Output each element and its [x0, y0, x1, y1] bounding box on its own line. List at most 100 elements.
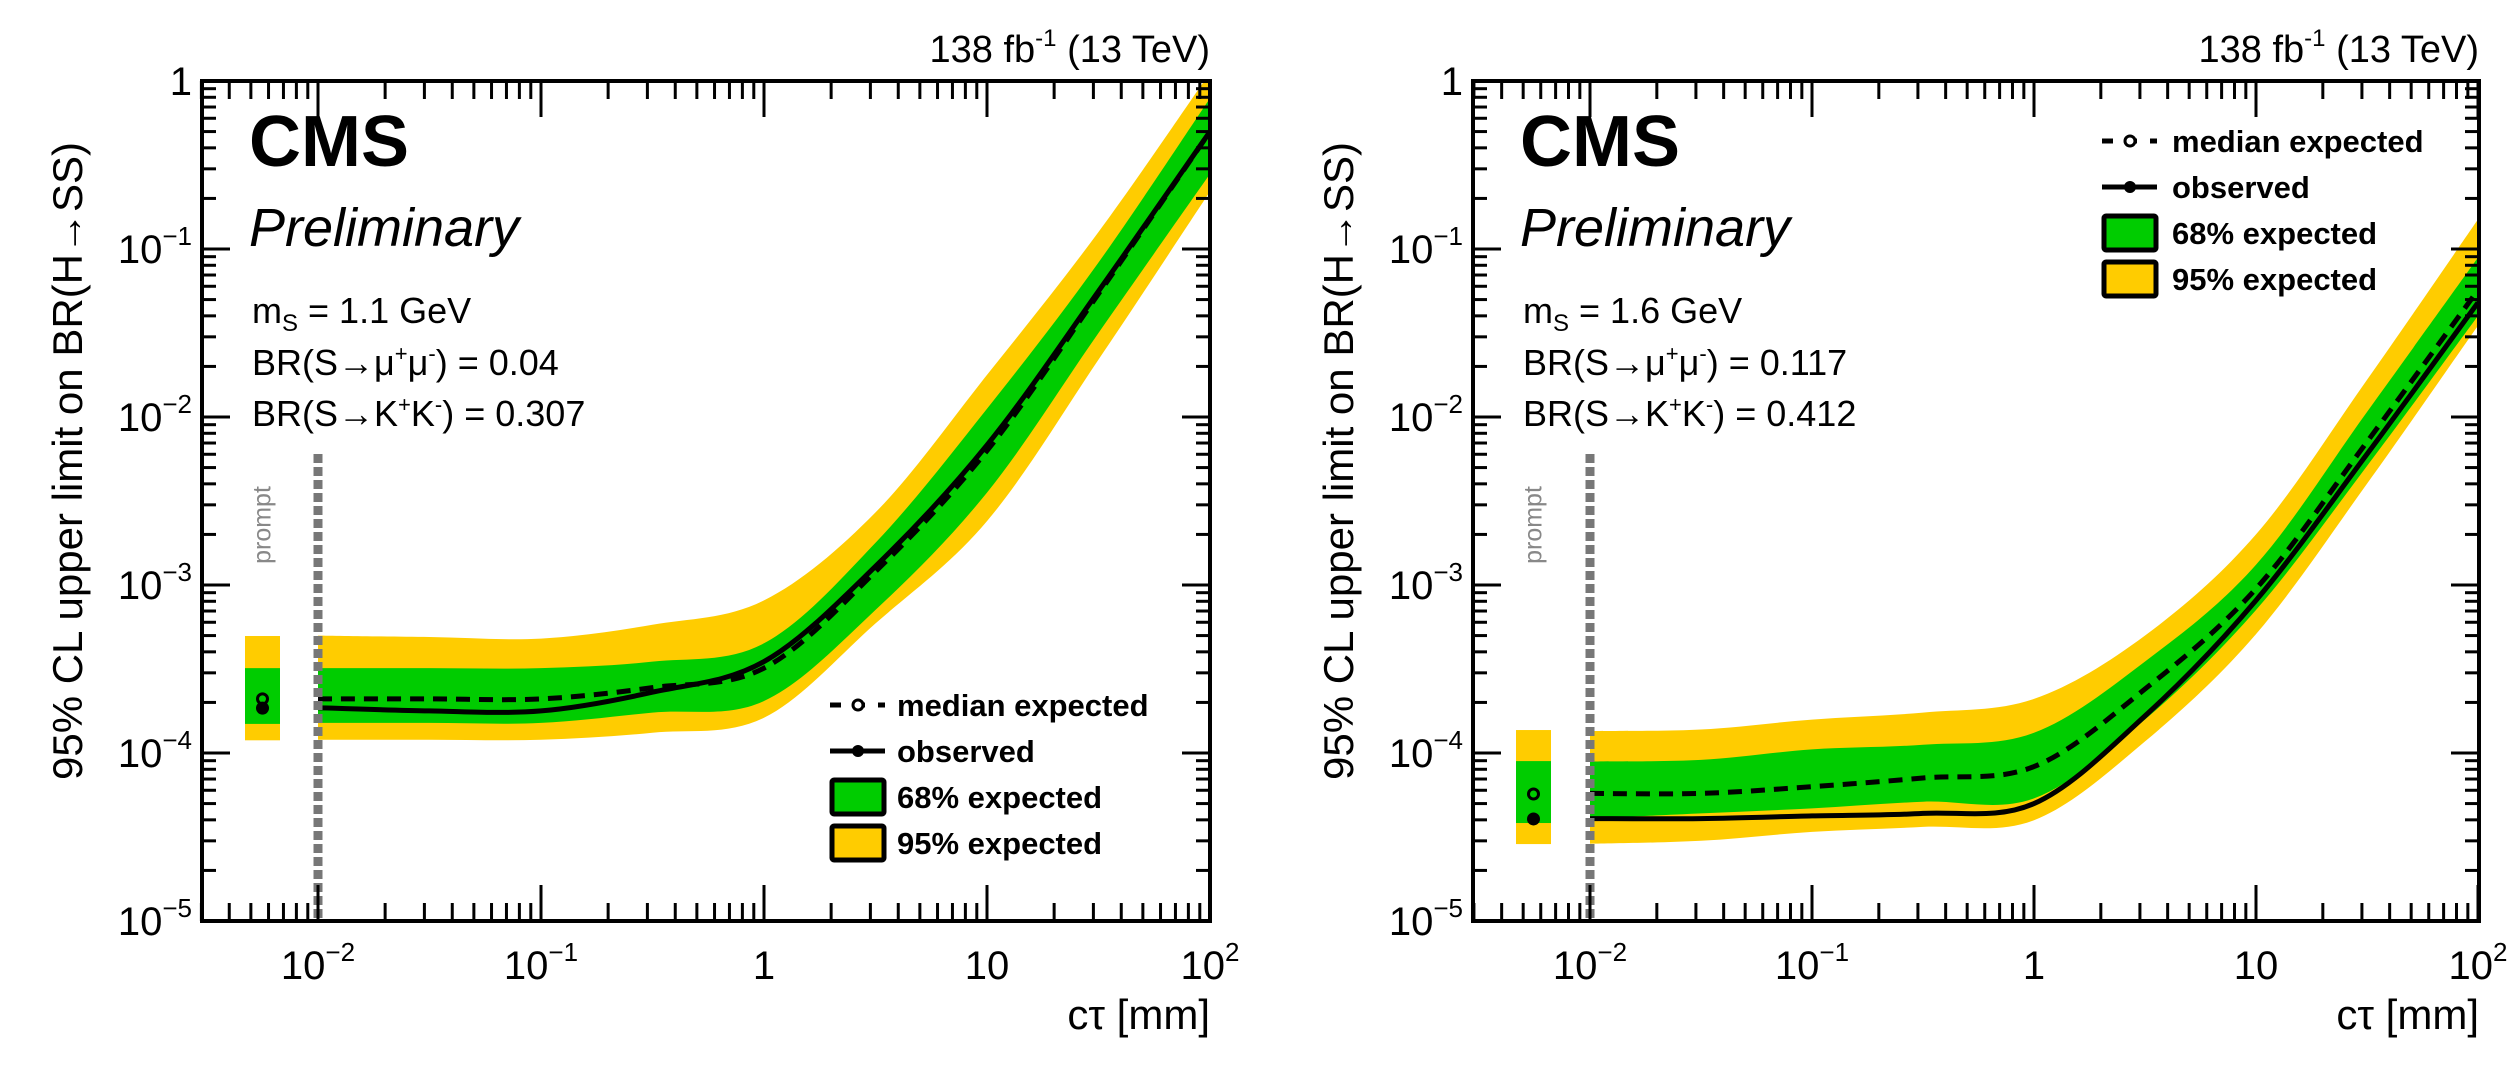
legend-label: 68% expected	[2172, 216, 2377, 251]
prompt-band-68	[245, 668, 280, 724]
y-tick-exponent: −4	[1433, 725, 1463, 755]
mass-symbol: m	[1523, 290, 1553, 331]
plot-frame	[200, 79, 1212, 923]
prompt-observed-marker	[1527, 812, 1540, 826]
y-tick-base: 10	[118, 732, 163, 776]
plot-frame	[1471, 79, 2481, 923]
band-68-expected	[1590, 257, 2478, 819]
legend-item-observed: observed	[2102, 170, 2310, 205]
x-tick-label: 1	[2023, 944, 2045, 988]
legend-open-circle-icon	[2123, 134, 2137, 148]
x-tick-label: 10−2	[281, 937, 355, 988]
y-tick-label: 10−3	[118, 557, 192, 608]
x-axis-title: cτ [mm]	[2336, 991, 2479, 1038]
prompt-label: prompt	[249, 486, 277, 564]
lumi-energy: (13 TeV)	[1057, 29, 1210, 71]
x-tick-base: 10	[1775, 944, 1820, 988]
y-tick-base: 10	[1389, 228, 1434, 272]
charge-superscript: -	[428, 341, 435, 366]
legend: median expected observed 68% expected 95% e…	[2101, 124, 2424, 299]
x-tick-exponent: −1	[1819, 937, 1849, 967]
charge-superscript: +	[398, 392, 411, 417]
x-tick-label: 10	[965, 944, 1010, 988]
charge-superscript: -	[1706, 392, 1713, 417]
x-tick-exponent: −2	[325, 937, 355, 967]
y-tick-label: 10−1	[118, 221, 192, 272]
lumi-value: 138 fb	[2199, 29, 2305, 71]
y-tick-label: 10−5	[118, 893, 192, 944]
legend-item-95-expected: 95% expected	[2101, 259, 2377, 299]
legend-label: median expected	[897, 688, 1149, 723]
legend-item-95-expected: 95% expected	[829, 823, 1102, 863]
cms-logo-text: CMS	[249, 102, 409, 182]
x-tick-label: 10−2	[1553, 937, 1627, 988]
x-tick-base: 1	[753, 944, 775, 988]
br-mumu-annotation: BR(S→μ+μ-) = 0.117	[1523, 341, 1847, 383]
luminosity-label: 138 fb-1 (13 TeV)	[930, 25, 1210, 71]
y-tick-base: 10	[118, 396, 163, 440]
lumi-energy: (13 TeV)	[2326, 29, 2479, 71]
legend-item-median-expected: median expected	[830, 688, 1149, 723]
y-tick-base: 1	[170, 60, 192, 104]
plot-area	[1589, 219, 2479, 844]
y-tick-base: 10	[118, 228, 163, 272]
y-tick-base: 10	[118, 564, 163, 608]
legend-green-swatch-icon	[2101, 213, 2159, 253]
y-axis-title: 95% CL upper limit on BR(H→SS)	[44, 142, 91, 780]
mass-annotation: mS = 1.1 GeV	[252, 290, 471, 337]
y-tick-label: 10−2	[1389, 389, 1463, 440]
y-tick-exponent: −4	[162, 725, 192, 755]
y-tick-exponent: −5	[162, 893, 192, 923]
prompt-median-marker	[1527, 787, 1540, 801]
mass-value: = 1.6 GeV	[1569, 290, 1742, 331]
y-tick-label: 10−3	[1389, 557, 1463, 608]
x-axis-title: cτ [mm]	[1067, 991, 1210, 1038]
cms-logo-text: CMS	[1520, 102, 1680, 182]
y-tick-label: 10−4	[1389, 725, 1463, 776]
legend-filled-circle-icon	[852, 745, 864, 757]
y-tick-exponent: −1	[162, 221, 192, 251]
legend-open-circle-icon	[851, 698, 865, 712]
y-tick-base: 10	[1389, 396, 1434, 440]
y-tick-exponent: −5	[1433, 893, 1463, 923]
charge-superscript: +	[395, 341, 408, 366]
y-tick-exponent: −3	[162, 557, 192, 587]
x-tick-base: 10	[1553, 944, 1598, 988]
lumi-exponent: -1	[2304, 25, 2325, 52]
x-tick-exponent: 2	[2493, 937, 2507, 967]
x-tick-base: 10	[2234, 944, 2279, 988]
legend-item-68-expected: 68% expected	[829, 777, 1102, 817]
lumi-exponent: -1	[1035, 25, 1056, 52]
x-tick-exponent: −2	[1597, 937, 1627, 967]
y-tick-label: 10−5	[1389, 893, 1463, 944]
br-text: μ	[1679, 342, 1700, 383]
legend-label: observed	[2172, 170, 2310, 205]
prompt-label: prompt	[1520, 486, 1548, 564]
y-tick-exponent: −3	[1433, 557, 1463, 587]
x-tick-base: 10	[504, 944, 549, 988]
legend-filled-circle-icon	[2124, 181, 2136, 193]
x-tick-label: 10−1	[504, 937, 578, 988]
y-tick-base: 10	[1389, 900, 1434, 944]
y-tick-base: 1	[1441, 60, 1463, 104]
br-value: ) = 0.117	[1707, 342, 1847, 383]
br-text: BR(S→K	[252, 393, 398, 434]
plot-area	[317, 81, 1210, 741]
legend-yellow-swatch-icon	[2101, 259, 2159, 299]
legend-label: observed	[897, 734, 1035, 769]
mass-annotation: mS = 1.6 GeV	[1523, 290, 1742, 337]
luminosity-label: 138 fb-1 (13 TeV)	[2199, 25, 2479, 71]
br-text: BR(S→μ	[252, 342, 395, 383]
y-tick-exponent: −2	[162, 389, 192, 419]
mass-subscript: S	[1553, 310, 1569, 337]
legend-item-observed: observed	[830, 734, 1035, 769]
mass-value: = 1.1 GeV	[298, 290, 471, 331]
x-tick-exponent: −1	[548, 937, 578, 967]
br-text: μ	[408, 342, 429, 383]
charge-superscript: +	[1669, 392, 1682, 417]
x-tick-base: 10	[1181, 944, 1226, 988]
legend-item-median-expected: median expected	[2102, 124, 2424, 159]
y-tick-label: 10−1	[1389, 221, 1463, 272]
